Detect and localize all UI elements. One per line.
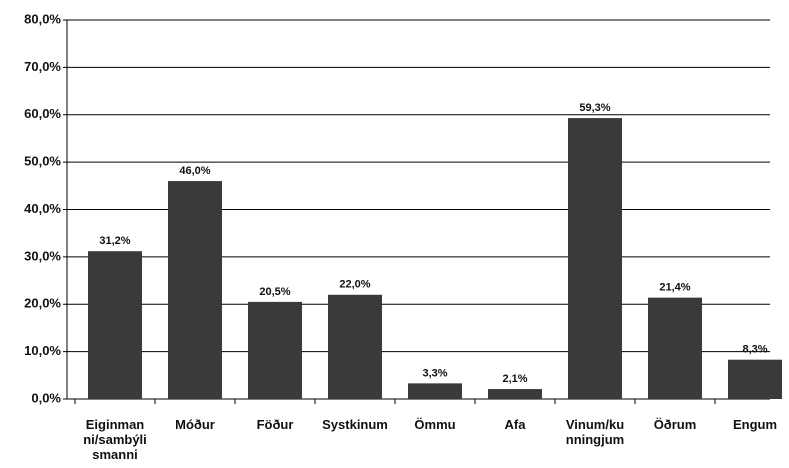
x-tick-label: Ömmu <box>414 417 456 432</box>
x-tick-label: Vinum/kunningjum <box>565 417 625 447</box>
bar <box>408 383 462 399</box>
x-tick-label: Engum <box>732 417 778 432</box>
x-tick-label: Föður <box>256 417 294 432</box>
value-label: 21,4% <box>659 282 690 294</box>
y-tick-label: 80,0% <box>24 11 61 26</box>
y-tick-label: 20,0% <box>24 296 61 311</box>
value-label: 59,3% <box>579 102 610 114</box>
y-tick-label: 10,0% <box>24 343 61 358</box>
x-tick-label: Eiginmanni/sambýlismanni <box>83 417 147 462</box>
x-tick-label: Afa <box>504 417 526 432</box>
value-label: 3,3% <box>422 367 447 379</box>
bar <box>488 389 542 399</box>
bar <box>168 181 222 399</box>
y-tick-label: 30,0% <box>24 248 61 263</box>
bar <box>248 301 302 399</box>
value-label: 46,0% <box>179 165 210 177</box>
bar <box>648 297 702 399</box>
value-label: 20,5% <box>259 286 290 298</box>
bar <box>568 118 622 399</box>
x-tick-label: Öðrum <box>653 417 697 432</box>
y-tick-label: 0,0% <box>31 390 61 405</box>
y-tick-label: 70,0% <box>24 59 61 74</box>
x-tick-label: Móður <box>175 417 215 432</box>
bar <box>88 251 142 399</box>
value-label: 2,1% <box>502 373 527 385</box>
x-tick-label: Systkinum <box>322 417 388 432</box>
y-tick-label: 60,0% <box>24 106 61 121</box>
value-label: 31,2% <box>99 235 130 247</box>
y-tick-label: 50,0% <box>24 154 61 169</box>
bar <box>728 359 782 399</box>
bar <box>328 294 382 399</box>
value-label: 22,0% <box>339 279 370 291</box>
value-label: 8,3% <box>742 344 767 356</box>
y-tick-label: 40,0% <box>24 201 61 216</box>
